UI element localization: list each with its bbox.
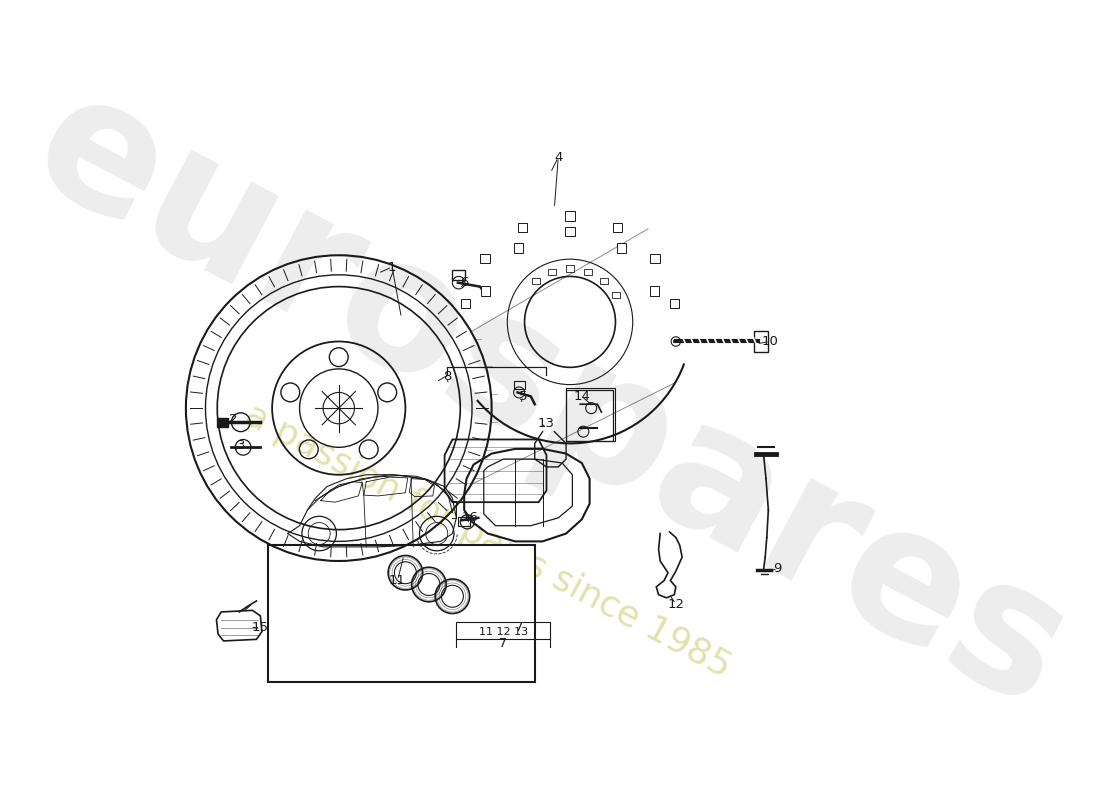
Text: 16: 16 xyxy=(462,511,478,524)
Text: 6: 6 xyxy=(460,276,469,289)
Bar xyxy=(461,299,471,308)
Bar xyxy=(481,254,490,263)
Bar xyxy=(452,270,465,279)
Text: 1: 1 xyxy=(388,261,396,274)
Text: 12: 12 xyxy=(668,598,684,610)
Bar xyxy=(566,388,615,441)
Text: a passion for parts since 1985: a passion for parts since 1985 xyxy=(239,398,737,685)
Text: 11: 11 xyxy=(389,574,406,587)
Bar xyxy=(566,390,613,441)
Text: eurospares: eurospares xyxy=(6,54,1096,746)
Text: 5: 5 xyxy=(519,390,527,403)
Bar xyxy=(458,517,471,526)
Bar xyxy=(514,382,525,390)
Bar xyxy=(565,227,574,237)
Text: 4: 4 xyxy=(554,150,562,164)
Text: 8: 8 xyxy=(443,370,451,383)
Bar xyxy=(518,222,527,232)
Text: 13: 13 xyxy=(538,418,556,430)
Bar xyxy=(755,331,768,352)
Bar xyxy=(613,222,623,232)
Text: 3: 3 xyxy=(236,439,245,452)
Text: 10: 10 xyxy=(761,335,779,348)
Bar xyxy=(650,286,659,296)
Bar xyxy=(584,269,592,275)
Bar xyxy=(566,266,574,272)
Bar xyxy=(268,546,535,682)
Text: 15: 15 xyxy=(252,621,268,634)
Bar xyxy=(601,278,608,284)
Text: 2: 2 xyxy=(229,414,238,426)
Bar xyxy=(217,418,228,427)
Bar xyxy=(456,622,550,639)
Bar xyxy=(481,286,490,296)
Bar xyxy=(650,254,660,263)
Text: 7: 7 xyxy=(515,621,524,634)
Text: 14: 14 xyxy=(573,390,591,403)
Bar xyxy=(613,292,620,298)
Text: 7: 7 xyxy=(499,637,507,650)
Text: 11 12 13: 11 12 13 xyxy=(478,626,528,637)
Bar xyxy=(565,211,574,221)
Bar xyxy=(670,299,679,308)
Bar xyxy=(548,269,556,275)
Bar xyxy=(531,278,540,284)
Bar xyxy=(514,243,522,253)
Bar xyxy=(617,243,626,253)
Text: 9: 9 xyxy=(773,562,782,575)
